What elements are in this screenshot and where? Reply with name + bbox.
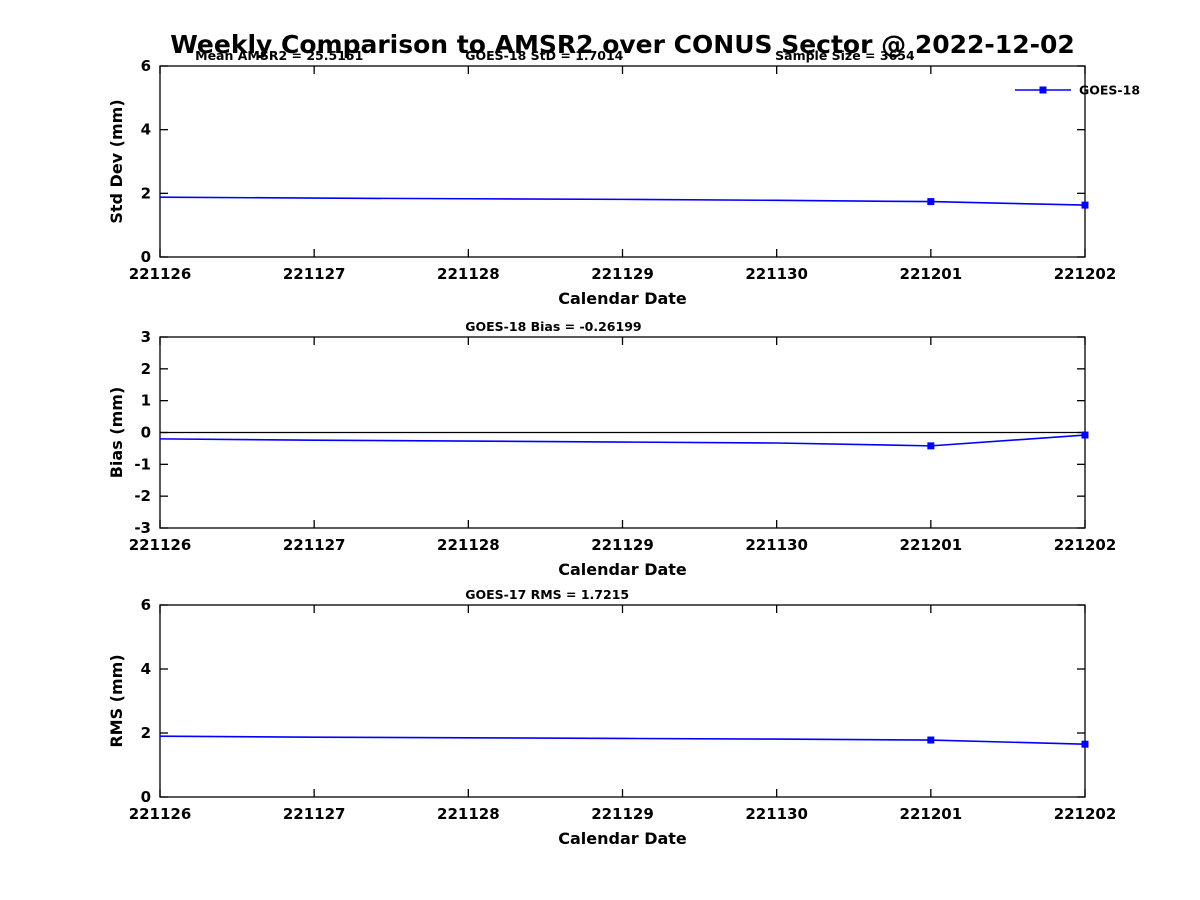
annotation: GOES-18 Bias = -0.26199 — [465, 319, 641, 334]
y-tick-label: 4 — [141, 121, 151, 139]
y-tick-label: 0 — [141, 424, 151, 442]
y-tick-label: -3 — [134, 519, 151, 537]
y-tick-label: 2 — [141, 724, 151, 742]
series-line-goes-18 — [159, 735, 1086, 745]
y-tick-label: 0 — [141, 788, 151, 806]
x-tick-label: 221202 — [1054, 805, 1117, 823]
y-tick-label: 6 — [141, 596, 151, 614]
y-axis-label: Std Dev (mm) — [107, 99, 126, 223]
y-tick-label: 3 — [141, 328, 151, 346]
x-tick-label: 221130 — [745, 536, 808, 554]
series-marker — [927, 442, 935, 450]
x-tick-label: 221129 — [591, 805, 654, 823]
x-tick-label: 221127 — [283, 265, 346, 283]
y-tick-label: 2 — [141, 360, 151, 378]
x-tick-label: 221202 — [1054, 265, 1117, 283]
series-line-goes-18 — [159, 196, 1086, 206]
y-tick-label: 6 — [141, 57, 151, 75]
x-tick-label: 221130 — [745, 265, 808, 283]
x-tick-label: 221129 — [591, 265, 654, 283]
legend-label: GOES-18 — [1079, 83, 1140, 98]
axes-box — [159, 604, 1086, 798]
x-tick-label: 221202 — [1054, 536, 1117, 554]
y-axis-label: Bias (mm) — [107, 387, 126, 479]
x-tick-label: 221128 — [437, 805, 500, 823]
series-marker — [1081, 740, 1089, 748]
x-tick-label: 221201 — [900, 536, 963, 554]
legend-marker — [1039, 86, 1047, 94]
x-axis-label: Calendar Date — [558, 289, 687, 308]
x-tick-label: 221126 — [129, 536, 192, 554]
x-axis-label: Calendar Date — [558, 560, 687, 579]
y-tick-label: -1 — [134, 455, 151, 473]
y-tick-label: 1 — [141, 392, 151, 410]
x-tick-label: 221129 — [591, 536, 654, 554]
x-tick-label: 221126 — [129, 805, 192, 823]
x-tick-label: 221127 — [283, 536, 346, 554]
series-line-goes-18 — [159, 434, 1086, 447]
annotation: GOES-18 StD = 1.7014 — [465, 48, 623, 63]
x-tick-label: 221128 — [437, 265, 500, 283]
x-tick-label: 221201 — [900, 265, 963, 283]
x-tick-label: 221127 — [283, 805, 346, 823]
x-tick-label: 221130 — [745, 805, 808, 823]
series-marker — [927, 198, 935, 206]
x-tick-label: 221126 — [129, 265, 192, 283]
annotation: GOES-17 RMS = 1.7215 — [465, 587, 629, 602]
annotation: Mean AMSR2 = 25.5151 — [195, 48, 363, 63]
annotation: Sample Size = 3654 — [775, 48, 915, 63]
axes-box — [159, 65, 1086, 258]
y-tick-label: 4 — [141, 660, 151, 678]
series-marker — [927, 736, 935, 744]
chart-title: Weekly Comparison to AMSR2 over CONUS Se… — [170, 30, 1075, 59]
y-axis-label: RMS (mm) — [107, 654, 126, 747]
x-axis-label: Calendar Date — [558, 829, 687, 848]
subplot-rms: 0 2 4 6 221126 221127 221128 221129 221130 221201… — [107, 587, 1116, 848]
y-tick-label: 2 — [141, 184, 151, 202]
subplot-bias: -3 -2 -1 0 1 2 3 221126 221127 221128 221129 221130… — [107, 319, 1116, 579]
subplot-std-dev: 0 2 4 6 221126 221127 221128 221129 221130 221201… — [107, 48, 1140, 308]
y-tick-label: 0 — [141, 248, 151, 266]
x-tick-label: 221128 — [437, 536, 500, 554]
y-tick-label: -2 — [134, 487, 151, 505]
x-tick-label: 221201 — [900, 805, 963, 823]
series-marker — [1081, 431, 1089, 439]
series-marker — [1081, 201, 1089, 209]
